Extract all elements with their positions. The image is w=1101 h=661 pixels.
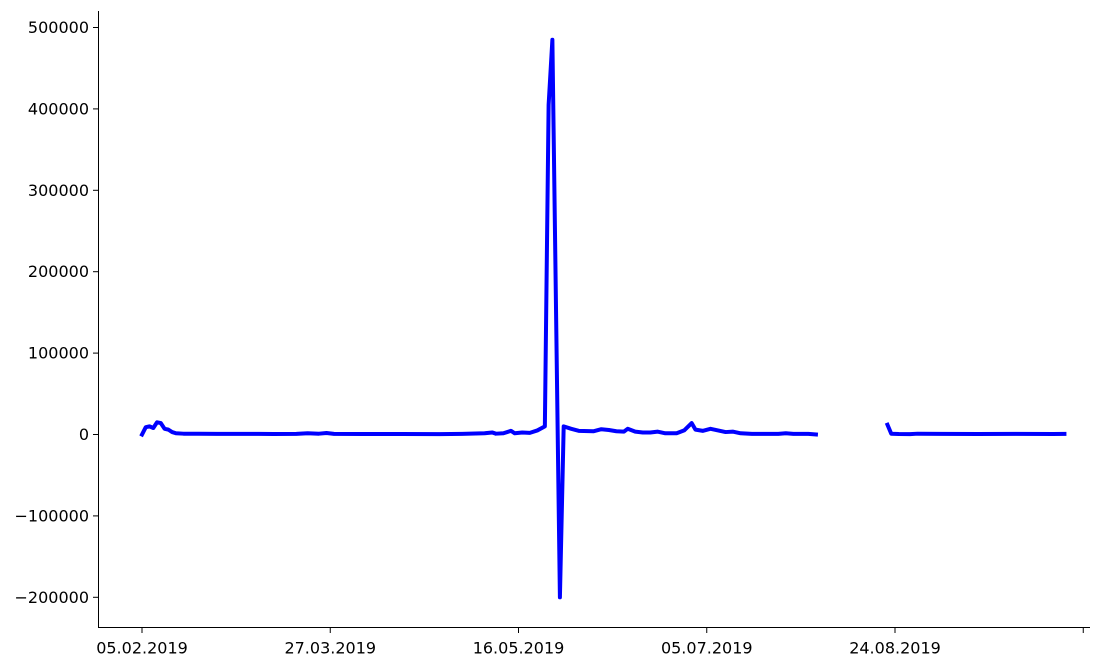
x-tick-label: 05.07.2019 xyxy=(661,639,753,658)
x-tick-label: 16.05.2019 xyxy=(473,639,565,658)
y-tick-label: 400000 xyxy=(28,99,89,118)
x-axis-ticks: 05.02.2019 27.03.2019 16.05.2019 05.07.2019… xyxy=(96,628,1084,658)
series-line xyxy=(884,422,1067,437)
series-layer xyxy=(139,37,1067,600)
y-tick-label: 100000 xyxy=(28,344,89,363)
series-line xyxy=(139,37,819,600)
y-tick-label: 500000 xyxy=(28,18,89,37)
x-tick-label: 05.02.2019 xyxy=(96,639,188,658)
x-tick-label: 27.03.2019 xyxy=(284,639,376,658)
y-axis-ticks: 500000 400000 300000 200000 100000 0 −100000 −2… xyxy=(15,18,98,607)
y-tick-label: −100000 xyxy=(15,506,89,525)
x-tick-label: 24.08.2019 xyxy=(849,639,941,658)
y-tick-label: 0 xyxy=(79,425,89,444)
y-tick-label: 300000 xyxy=(28,181,89,200)
y-tick-label: −200000 xyxy=(15,588,89,607)
y-tick-label: 200000 xyxy=(28,262,89,281)
